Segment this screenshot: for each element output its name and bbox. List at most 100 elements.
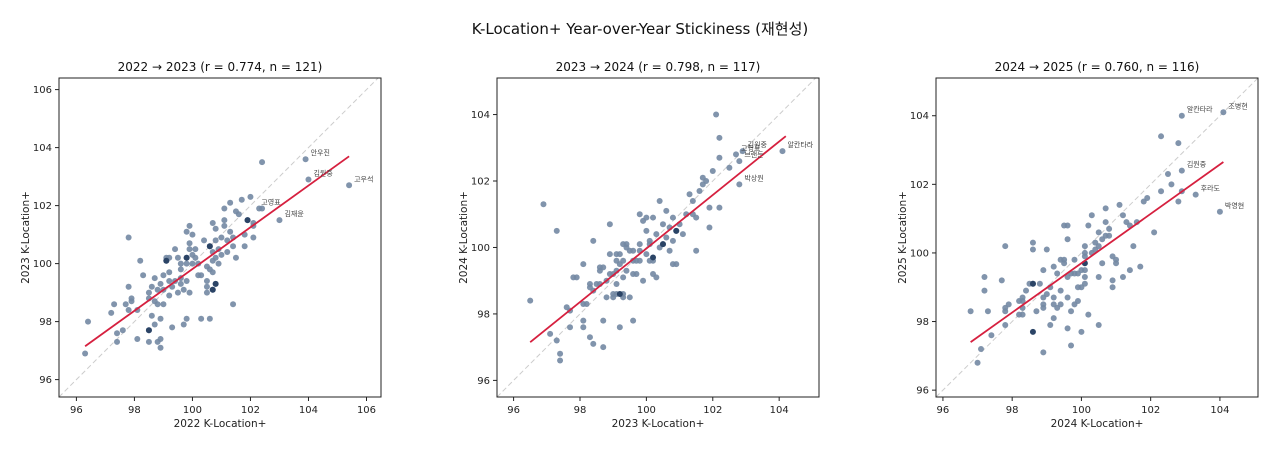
data-point (218, 251, 225, 258)
point-annotation: 조병현 (1228, 101, 1247, 110)
x-tick-label: 104 (299, 405, 318, 416)
x-axis-label: 2024 K-Location+ (1051, 418, 1144, 430)
data-point (1192, 191, 1199, 198)
y-tick-label: 100 (910, 248, 929, 259)
data-point (1095, 243, 1102, 250)
data-point (606, 221, 613, 228)
data-point (573, 274, 580, 281)
data-point (1057, 301, 1064, 308)
data-point (1050, 315, 1057, 322)
data-point (726, 164, 733, 171)
data-point (653, 274, 660, 281)
data-point-overlap (1029, 280, 1036, 287)
data-point (1057, 287, 1064, 294)
data-point (166, 269, 173, 276)
data-point (650, 214, 657, 221)
data-point (669, 237, 676, 244)
data-point (1002, 321, 1009, 328)
data-point (195, 272, 202, 279)
data-point (669, 214, 676, 221)
data-point (557, 357, 564, 364)
data-point (1068, 342, 1075, 349)
data-point (716, 134, 723, 141)
data-point (1175, 140, 1182, 147)
data-point (1050, 294, 1057, 301)
data-point (974, 359, 981, 366)
point-annotation: 김원중 (748, 140, 768, 149)
y-tick-label: 104 (33, 143, 52, 154)
x-tick-label: 104 (770, 405, 789, 416)
data-point (1064, 294, 1071, 301)
data-point (183, 278, 190, 284)
data-point (221, 217, 228, 224)
data-point (696, 187, 703, 194)
data-point (679, 231, 686, 238)
data-point (636, 257, 643, 264)
data-point (673, 261, 680, 268)
point-annotation: 알칸타라 (1187, 105, 1213, 114)
data-point (180, 286, 187, 293)
data-point (174, 254, 181, 261)
x-tick-label: 102 (241, 405, 260, 416)
data-point (221, 222, 228, 229)
data-point (157, 344, 164, 351)
data-point (114, 330, 121, 337)
data-point (186, 246, 193, 253)
data-point (212, 237, 219, 244)
data-point (659, 221, 666, 228)
data-point (586, 334, 593, 341)
data-point (259, 159, 266, 166)
y-tick-label: 100 (471, 243, 490, 254)
data-point (151, 321, 158, 328)
data-point (177, 266, 184, 273)
data-point (148, 283, 155, 290)
axes-frame (58, 77, 382, 398)
data-point (693, 214, 700, 221)
data-point-overlap (673, 227, 680, 234)
data-point (590, 237, 597, 244)
data-point (1081, 273, 1088, 280)
data-point (1033, 308, 1040, 315)
y-axis-label: 2024 K-Location+ (458, 191, 470, 284)
data-point (154, 301, 161, 308)
data-point (1164, 171, 1171, 178)
data-point (1005, 301, 1012, 308)
data-point (230, 243, 237, 250)
data-point (128, 295, 135, 302)
data-point (157, 280, 164, 287)
data-point (623, 267, 630, 274)
data-point (666, 247, 673, 254)
data-point (148, 312, 155, 319)
data-point (736, 181, 743, 188)
x-tick-label: 104 (1210, 405, 1229, 416)
data-point (600, 264, 607, 271)
y-tick-label: 98 (477, 309, 490, 320)
data-point (1081, 267, 1088, 274)
data-point (137, 257, 144, 264)
data-point (203, 278, 210, 284)
data-point (241, 243, 248, 250)
y-tick-label: 102 (33, 201, 52, 212)
data-point (1002, 243, 1009, 250)
data-point (1081, 253, 1088, 260)
data-point-overlap (244, 217, 251, 224)
data-point (1126, 267, 1133, 274)
data-point (82, 350, 89, 357)
data-point (230, 301, 237, 308)
data-point (206, 315, 213, 322)
data-point (177, 260, 184, 267)
data-point (1113, 260, 1120, 267)
data-point (177, 280, 184, 287)
data-point (186, 222, 193, 229)
data-point (203, 283, 210, 290)
data-point (736, 158, 743, 165)
data-point (151, 275, 158, 282)
point-annotation: 박상원 (744, 173, 763, 182)
x-axis-label: 2023 K-Location+ (612, 418, 705, 430)
data-point (1095, 321, 1102, 328)
data-point (192, 246, 199, 253)
data-point (590, 340, 597, 347)
y-tick-label: 96 (916, 386, 929, 397)
point-annotation: 안우진 (311, 148, 330, 157)
